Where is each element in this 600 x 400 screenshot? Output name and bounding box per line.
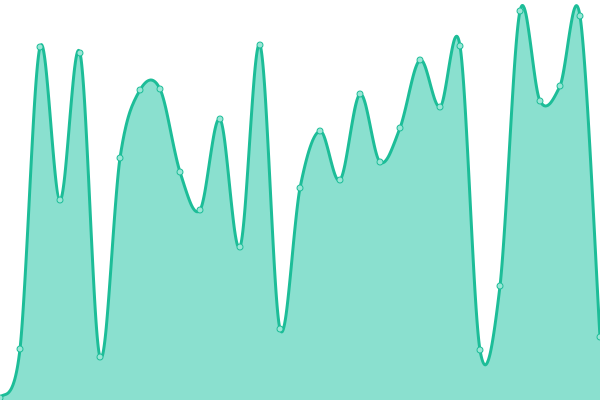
data-point xyxy=(196,206,204,214)
data-point xyxy=(296,184,304,192)
data-point xyxy=(176,168,184,176)
data-point xyxy=(496,282,504,290)
data-point xyxy=(556,82,564,90)
series-line xyxy=(0,4,600,399)
data-point xyxy=(236,243,244,251)
data-point xyxy=(0,394,4,400)
area-fill xyxy=(0,5,600,400)
data-point xyxy=(436,103,444,111)
data-point xyxy=(56,196,64,204)
data-point xyxy=(516,7,524,15)
data-point xyxy=(136,86,144,94)
data-point xyxy=(356,90,364,98)
data-points xyxy=(0,7,600,400)
data-point xyxy=(256,41,264,49)
data-point xyxy=(76,49,84,57)
data-point xyxy=(116,154,124,162)
data-point xyxy=(536,97,544,105)
data-point xyxy=(36,43,44,51)
data-point xyxy=(216,115,224,123)
data-point xyxy=(156,85,164,93)
data-point xyxy=(596,333,600,341)
data-point xyxy=(416,56,424,64)
data-point xyxy=(456,42,464,50)
data-point xyxy=(576,12,584,20)
data-point xyxy=(96,353,104,361)
data-point xyxy=(396,124,404,132)
data-point xyxy=(316,127,324,135)
data-point xyxy=(276,325,284,333)
data-point xyxy=(476,346,484,354)
data-point xyxy=(16,345,24,353)
data-point xyxy=(336,176,344,184)
data-point xyxy=(376,158,384,166)
